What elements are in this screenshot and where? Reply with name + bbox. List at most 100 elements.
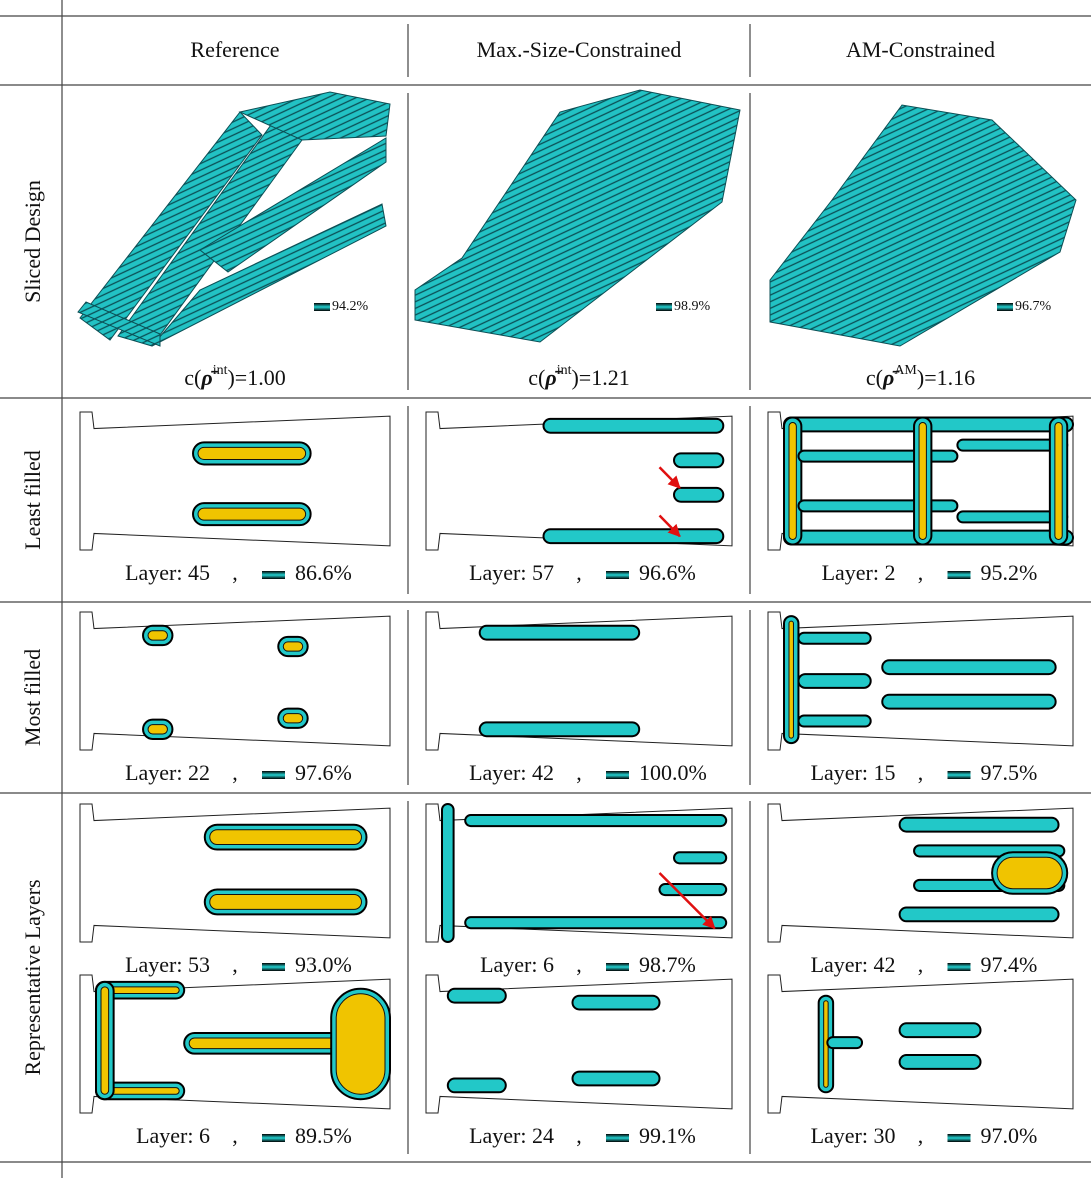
compliance: c(ρ̄AM)=1.16 (866, 363, 975, 390)
infill-core (335, 993, 386, 1095)
fill-icon (606, 771, 629, 779)
print-path (464, 916, 728, 930)
plate-outline (767, 611, 1074, 751)
layer-label: Layer: 15 (811, 760, 896, 785)
sliced-designs (77, 89, 1077, 347)
fill-icon (947, 571, 971, 579)
plate-outline (767, 411, 1074, 551)
print-path (464, 814, 728, 828)
print-path (478, 624, 641, 641)
fill-label: 86.6% (295, 560, 352, 585)
layer-label: Layer: 6 (136, 1123, 210, 1148)
fill-icon (947, 1134, 971, 1142)
infill-core (197, 446, 307, 460)
print-path (441, 803, 455, 943)
layer-label: Layer: 42 (469, 760, 554, 785)
fill-icon (606, 1134, 629, 1142)
row-label: Sliced Design (20, 180, 45, 303)
print-path (881, 659, 1057, 676)
red-arrow (658, 466, 681, 489)
column-header: AM-Constrained (846, 37, 995, 62)
compliance-sup: AM (894, 363, 917, 378)
layer-label: Layer: 53 (125, 952, 210, 977)
separator: , (918, 760, 924, 785)
infill-core (918, 422, 927, 540)
plate-outline (79, 974, 391, 1114)
separator: , (576, 1123, 582, 1148)
print-path (673, 851, 728, 865)
fill-icon (262, 571, 285, 579)
print-path (797, 449, 959, 463)
compliance-prefix: c( (528, 365, 545, 390)
print-path (571, 1070, 661, 1087)
infill-core (197, 507, 307, 521)
plate-outline (425, 611, 733, 751)
separator: , (232, 560, 238, 585)
infill-core (209, 829, 362, 846)
fill-label: 93.0% (295, 952, 352, 977)
print-path (797, 714, 872, 728)
print-path (797, 631, 872, 645)
print-path (898, 1054, 982, 1070)
row-label: Most filled (20, 649, 45, 746)
print-path (542, 528, 725, 545)
print-path (881, 693, 1057, 710)
column-header: Reference (190, 37, 279, 62)
layer-label: Layer: 24 (469, 1123, 554, 1148)
separator: , (232, 952, 238, 977)
separator: , (232, 1123, 238, 1148)
infill-core (282, 713, 304, 724)
fill-icon (262, 771, 285, 779)
compliance: c(ρ̄int)=1.21 (528, 363, 629, 390)
fill-label: 97.5% (981, 760, 1038, 785)
print-path (673, 486, 725, 503)
print-path (542, 417, 725, 434)
separator: , (576, 560, 582, 585)
fill-label: 97.4% (981, 952, 1038, 977)
infill-core (282, 641, 304, 652)
print-path (797, 673, 872, 689)
print-path (898, 1022, 982, 1039)
fill-label: 98.9% (674, 299, 711, 314)
column-header: Max.-Size-Constrained (477, 37, 682, 62)
layer-label: Layer: 45 (125, 560, 210, 585)
compliance-sup: int (213, 363, 228, 378)
print-path (571, 994, 661, 1011)
plate-outline (79, 803, 391, 943)
fill-icon (997, 303, 1013, 311)
fill-label: 99.1% (639, 1123, 696, 1148)
plate-outline (425, 803, 733, 943)
separator: , (576, 760, 582, 785)
fill-icon (262, 963, 285, 971)
red-arrow (658, 514, 681, 538)
print-path (478, 721, 641, 738)
print-path (446, 1077, 507, 1094)
plate-outline (425, 411, 733, 551)
fill-label: 95.2% (981, 560, 1038, 585)
compliance-sup: int (557, 363, 572, 378)
separator: , (232, 760, 238, 785)
print-path (797, 499, 959, 513)
compliance-prefix: c( (184, 365, 201, 390)
layer-label: Layer: 6 (480, 952, 554, 977)
fill-label: 89.5% (295, 1123, 352, 1148)
compliance-prefix: c( (866, 365, 883, 390)
layer-label: Layer: 22 (125, 760, 210, 785)
compliance-suffix: )=1.16 (917, 365, 975, 390)
separator: , (918, 560, 924, 585)
print-path (826, 1036, 864, 1050)
red-arrow (658, 872, 716, 930)
layer-label: Layer: 2 (822, 560, 896, 585)
fill-label: 96.7% (1015, 299, 1052, 314)
row-label: Representative Layers (20, 879, 45, 1075)
fill-icon (947, 771, 971, 779)
fill-label: 94.2% (332, 299, 369, 314)
infill-core (788, 422, 797, 540)
infill-core (996, 856, 1063, 890)
plate-outline (425, 974, 733, 1114)
print-path (898, 816, 1060, 833)
infill-core (1054, 422, 1063, 540)
fill-icon (262, 1134, 285, 1142)
